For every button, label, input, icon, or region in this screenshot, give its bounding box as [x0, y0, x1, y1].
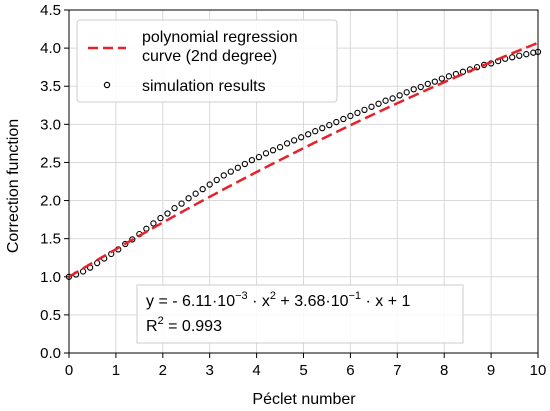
data-point [368, 103, 375, 110]
data-point [410, 86, 417, 93]
data-point [534, 48, 542, 56]
y-axis-label: Correction function [5, 119, 22, 253]
y-tick-label: 3.5 [40, 78, 61, 95]
data-point [389, 95, 396, 102]
data-point [509, 54, 516, 61]
legend: polynomial regression curve (2nd degree)… [76, 19, 338, 103]
y-tick-label: 4.0 [40, 40, 61, 57]
data-point [473, 64, 481, 71]
x-tick-label: 5 [299, 362, 307, 379]
data-point [312, 128, 319, 135]
y-tick-label: 3.0 [40, 116, 61, 133]
data-point [424, 80, 431, 88]
data-point [403, 89, 410, 96]
data-point [333, 118, 340, 126]
legend-box [76, 19, 338, 103]
x-tick-label: 2 [159, 362, 167, 379]
x-tick-label: 1 [112, 362, 120, 379]
regression-curve-group [68, 41, 539, 278]
data-point [516, 52, 523, 59]
data-point [178, 200, 185, 207]
y-axis-ticks: 0.0 0.5 1.0 1.5 2.0 2.5 3.0 3.5 4.0 4.5 [40, 2, 69, 362]
data-point [382, 97, 389, 104]
data-point [298, 134, 305, 141]
equation-box-frame [136, 284, 464, 344]
data-point [192, 190, 199, 197]
data-point [129, 236, 136, 243]
legend-marker-swatch [103, 81, 111, 89]
data-point [171, 205, 178, 212]
data-point [347, 112, 354, 120]
data-point [220, 172, 227, 179]
data-point [206, 181, 213, 188]
x-tick-label: 10 [530, 362, 547, 379]
data-point [431, 78, 438, 85]
data-point [290, 137, 298, 144]
data-point [438, 75, 446, 82]
data-point [326, 121, 333, 129]
data-point [150, 220, 157, 227]
equation-box: y = - 6.11·10−3 · x2 + 3.68·10−1 · x + 1… [136, 284, 464, 344]
data-point [445, 73, 453, 80]
y-tick-label: 4.5 [40, 2, 61, 19]
data-point [305, 131, 312, 138]
x-tick-label: 9 [487, 362, 495, 379]
data-point [213, 176, 220, 184]
data-point [241, 160, 249, 168]
data-point [361, 106, 368, 114]
data-point [199, 185, 206, 193]
data-point [122, 240, 129, 248]
data-point [375, 100, 382, 107]
y-tick-label: 1.5 [40, 231, 61, 248]
data-point [523, 51, 530, 58]
x-tick-label: 3 [206, 362, 214, 379]
x-tick-label: 8 [440, 362, 448, 379]
data-point [459, 68, 467, 75]
x-tick-label: 4 [252, 362, 260, 379]
equation-text: y = - 6.11·10−3 · x2 + 3.68·10−1 · x + 1 [146, 290, 410, 310]
data-point [65, 273, 73, 280]
data-point [248, 157, 256, 164]
data-point [79, 268, 87, 275]
data-point [262, 150, 270, 157]
regression-curve-line [68, 41, 539, 278]
x-tick-label: 6 [346, 362, 354, 379]
y-tick-label: 0.5 [40, 307, 61, 324]
x-axis-label: Péclet number [252, 391, 356, 408]
data-point [185, 195, 192, 202]
data-point [340, 115, 347, 123]
data-point [157, 214, 164, 222]
data-point [417, 83, 424, 91]
data-point [255, 153, 263, 161]
x-tick-label: 7 [393, 362, 401, 379]
legend-label-curve-line1: polynomial regression [142, 29, 298, 46]
data-point [269, 147, 277, 154]
data-point [164, 210, 171, 217]
data-point [234, 164, 241, 171]
data-point [319, 124, 326, 132]
data-point [354, 109, 361, 117]
legend-label-points: simulation results [142, 78, 266, 95]
data-point [283, 140, 291, 147]
y-tick-label: 2.5 [40, 154, 61, 171]
r-squared-text: R2 = 0.993 [146, 315, 222, 335]
y-tick-label: 1.0 [40, 269, 61, 286]
data-point [227, 168, 234, 175]
data-point [396, 92, 403, 99]
x-tick-label: 0 [65, 362, 73, 379]
data-point [276, 144, 284, 151]
legend-label-curve-line2: curve (2nd degree) [142, 48, 277, 65]
scatter-points [65, 48, 542, 280]
y-tick-label: 0.0 [40, 345, 61, 362]
y-tick-label: 2.0 [40, 193, 61, 210]
x-axis-ticks: 0 1 2 3 4 5 6 7 8 9 10 [65, 353, 547, 379]
